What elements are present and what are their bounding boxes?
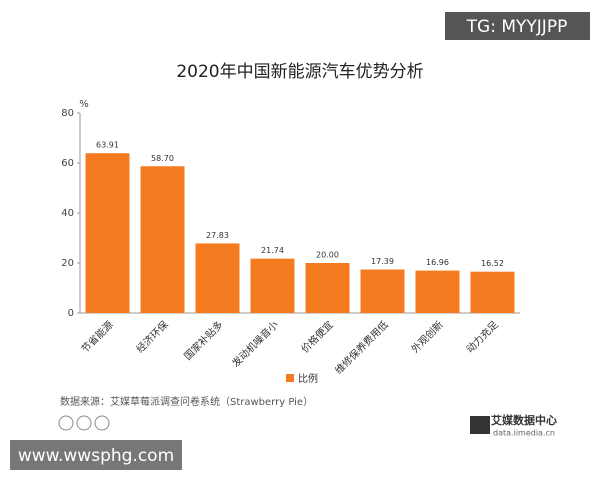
data-label: 21.74	[261, 246, 284, 255]
y-axis-label: %	[79, 99, 89, 110]
x-tick-label: 国家补贴多	[181, 318, 226, 363]
bar	[360, 269, 405, 313]
x-tick-label: 外观创新	[408, 318, 445, 355]
chart-title: 2020年中国新能源汽车优势分析	[176, 62, 423, 82]
x-tick-label: 节省能源	[78, 318, 115, 355]
x-tick-label: 经济环保	[133, 318, 170, 355]
y-tick-label: 80	[61, 108, 74, 119]
watermark: www.wwsphg.com	[18, 446, 174, 466]
legend-label: 比例	[298, 372, 318, 385]
legend-swatch	[286, 374, 294, 382]
data-label: 16.96	[426, 258, 449, 267]
watermark-box	[445, 12, 590, 40]
logo-url: data.iimedia.cn	[493, 429, 555, 438]
data-label: 17.39	[371, 257, 394, 266]
bar	[250, 258, 295, 313]
data-label: 58.70	[151, 154, 174, 163]
x-tick-label: 价格便宜	[298, 318, 335, 355]
y-tick-label: 60	[61, 158, 74, 169]
logo-mark	[470, 416, 490, 434]
source: 数据来源：艾媒草莓派调查问卷系统（Strawberry Pie）	[60, 395, 313, 408]
y-tick-label: 20	[61, 258, 74, 269]
license-icons	[58, 415, 110, 431]
logo-text: 艾媒数据中心	[491, 413, 557, 427]
watermark: TG: MYYJJPP	[466, 17, 568, 37]
data-label: 16.52	[481, 259, 504, 268]
bar	[415, 270, 460, 313]
bar	[140, 166, 185, 313]
data-label: 20.00	[316, 251, 339, 260]
x-tick-label: 维修保养费用低	[332, 318, 391, 377]
bar	[470, 271, 515, 313]
bar	[305, 263, 350, 313]
y-tick-label: 40	[61, 208, 74, 219]
bar	[195, 243, 240, 313]
y-tick-label: 0	[68, 308, 74, 319]
data-label: 27.83	[206, 231, 229, 240]
x-tick-label: 动力充足	[463, 318, 500, 355]
data-label: 63.91	[96, 141, 119, 150]
bar	[85, 153, 130, 313]
watermark-box	[10, 440, 182, 470]
x-tick-label: 发动机噪音小	[229, 318, 281, 370]
